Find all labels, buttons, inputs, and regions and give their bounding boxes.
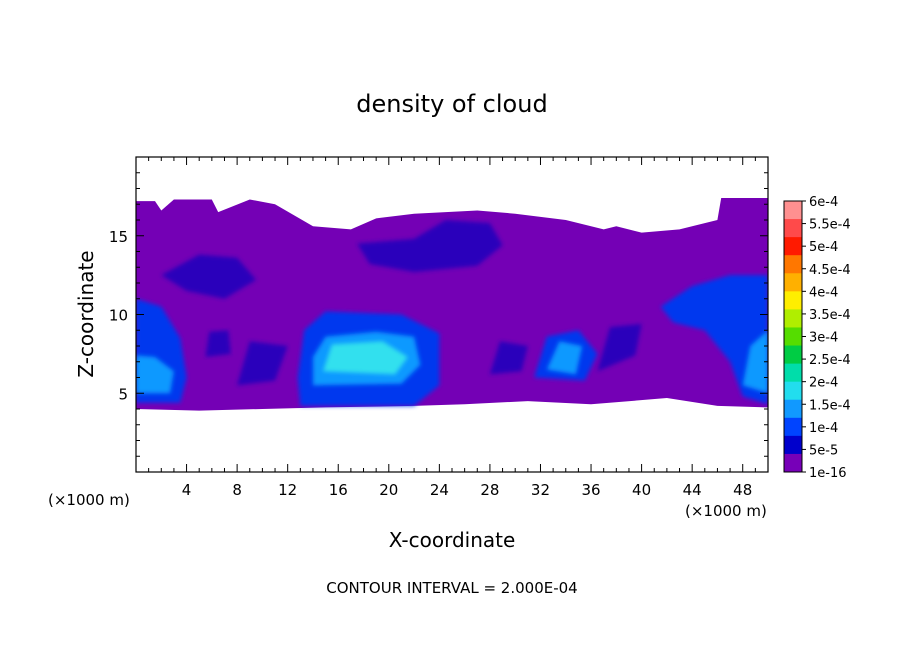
colorbar-swatch — [784, 291, 802, 310]
colorbar-label: 5e-4 — [809, 240, 838, 255]
colorbar-label: 5.5e-4 — [809, 218, 851, 233]
colorbar-label: 1e-4 — [809, 421, 838, 436]
y-tick-label: 15 — [109, 228, 128, 246]
x-tick-label: 4 — [182, 481, 192, 499]
x-tick-label: 44 — [683, 481, 702, 499]
y-axis: 5 10 15 — [109, 172, 768, 457]
colorbar-swatch — [784, 327, 802, 347]
cloud-region-6 — [660, 275, 768, 405]
x-tick-label: 20 — [379, 481, 398, 499]
chart-title: density of cloud — [356, 90, 547, 118]
colorbar-swatch — [784, 435, 802, 455]
colorbar-label: 4e-4 — [809, 285, 838, 300]
colorbar-swatch — [784, 273, 802, 292]
colorbar-label: 1.5e-4 — [809, 398, 851, 413]
x-tick-label: 12 — [278, 481, 297, 499]
x-tick-label: 48 — [733, 481, 752, 499]
x-tick-label: 16 — [329, 481, 348, 499]
x-axis-label: X-coordinate — [389, 528, 516, 552]
x-tick-label: 8 — [232, 481, 242, 499]
contour-interval-footer: CONTOUR INTERVAL = 2.000E-04 — [326, 579, 577, 597]
colorbar-swatch — [784, 201, 802, 220]
colorbar-label: 6e-4 — [809, 195, 838, 210]
colorbar-swatch — [784, 363, 802, 383]
colorbar-label: 3e-4 — [809, 331, 838, 346]
colorbar-label: 4.5e-4 — [809, 263, 851, 278]
x-tick-label: 24 — [430, 481, 449, 499]
y-tick-label: 5 — [118, 385, 128, 403]
colorbar-swatch — [784, 255, 802, 274]
x-axis: 4 8 12 16 20 24 28 32 36 40 44 48 — [148, 157, 756, 499]
colorbar-label: 5e-5 — [809, 443, 838, 458]
colorbar: 6e-4 5.5e-4 5e-4 4.5e-4 4e-4 3.5e-4 3e-4 2.5e-4… — [783, 195, 851, 481]
x-tick-label: 28 — [480, 481, 499, 499]
cloud-region-5 — [136, 355, 174, 394]
cloud-region-10 — [357, 220, 503, 272]
colorbar-label: 2.5e-4 — [809, 353, 851, 368]
colorbar-swatch — [784, 453, 802, 473]
x-tick-label: 36 — [581, 481, 600, 499]
cloud-region-3 — [323, 341, 408, 375]
y-axis-label: Z-coordinate — [74, 250, 98, 377]
cloud-region-15 — [237, 341, 288, 386]
cloud-region-13 — [597, 323, 642, 372]
cloud-region-9 — [546, 341, 583, 375]
colorbar-swatch — [784, 237, 802, 256]
x-units-left: (×1000 m) — [48, 491, 130, 509]
x-tick-label: 40 — [632, 481, 651, 499]
colorbar-swatch — [784, 309, 802, 328]
cloud-region-12 — [489, 341, 528, 375]
cloud-field — [136, 198, 768, 411]
cloud-region-7 — [742, 330, 768, 394]
x-units-right: (×1000 m) — [685, 502, 767, 520]
colorbar-label: 1e-16 — [809, 466, 847, 481]
colorbar-swatch — [784, 381, 802, 401]
colorbar-label: 2e-4 — [809, 376, 838, 391]
x-tick-label: 32 — [531, 481, 550, 499]
colorbar-swatch — [784, 345, 802, 365]
colorbar-swatch — [784, 219, 802, 238]
colorbar-label: 3.5e-4 — [809, 308, 851, 323]
cloud-region-11 — [161, 254, 257, 299]
colorbar-swatch — [784, 399, 802, 419]
y-tick-label: 10 — [109, 307, 128, 325]
cloud-region-14 — [205, 330, 231, 357]
colorbar-swatch — [784, 417, 802, 437]
